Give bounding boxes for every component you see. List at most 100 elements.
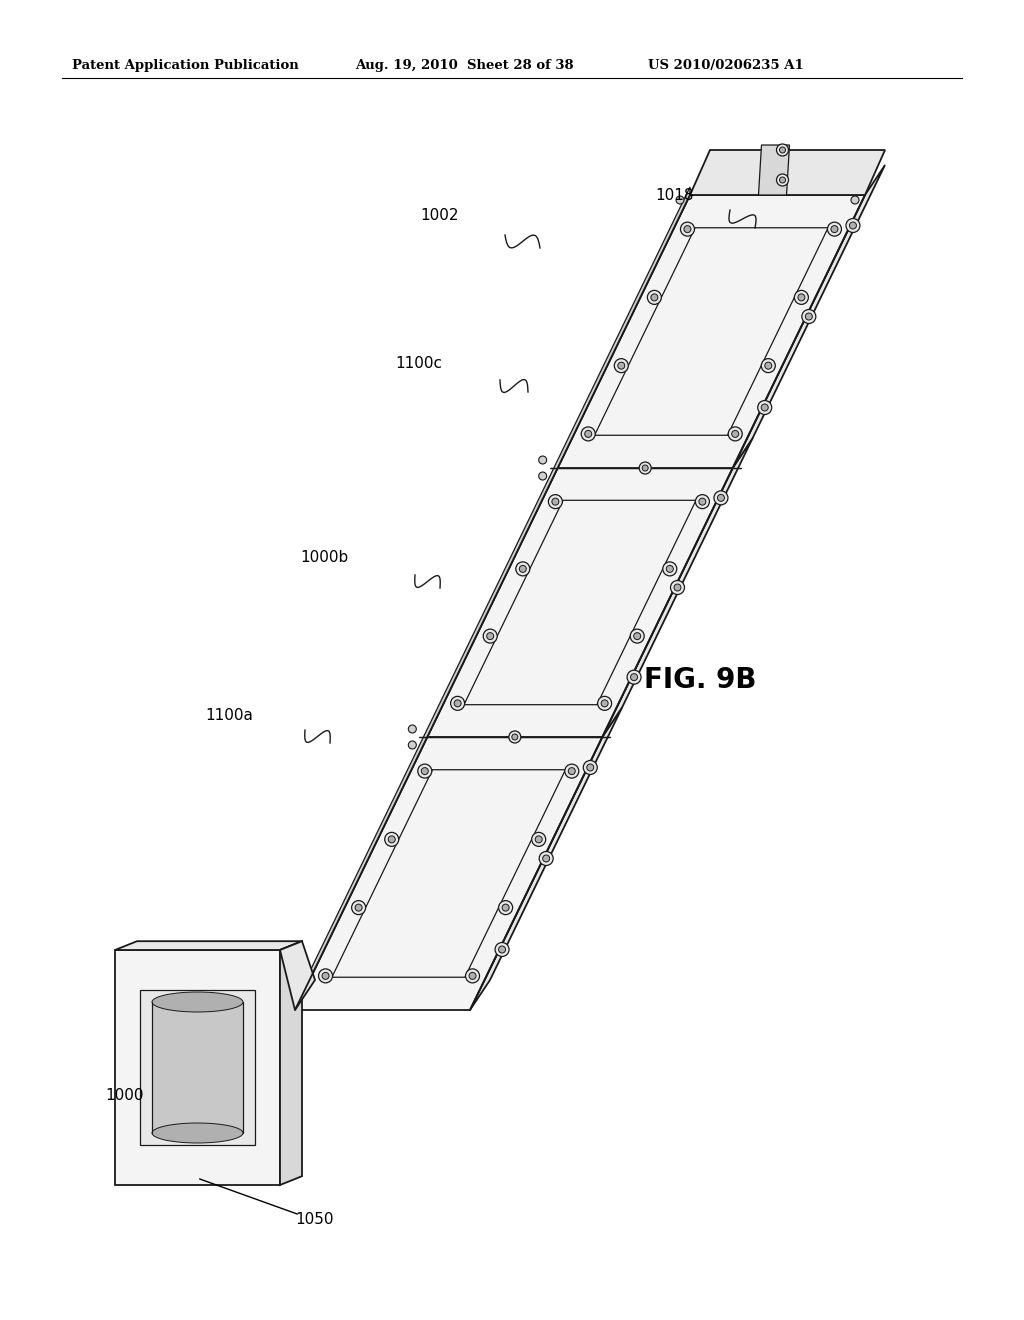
Circle shape: [418, 764, 432, 777]
Text: Aug. 19, 2010  Sheet 28 of 38: Aug. 19, 2010 Sheet 28 of 38: [355, 59, 573, 73]
Circle shape: [728, 426, 742, 441]
Circle shape: [388, 836, 395, 843]
Polygon shape: [115, 941, 302, 950]
Circle shape: [549, 495, 562, 508]
Polygon shape: [332, 770, 565, 977]
Circle shape: [531, 833, 546, 846]
Circle shape: [732, 430, 738, 437]
Ellipse shape: [152, 993, 243, 1012]
Circle shape: [761, 404, 768, 411]
Circle shape: [758, 400, 772, 414]
Circle shape: [469, 973, 476, 979]
Circle shape: [502, 904, 509, 911]
Polygon shape: [733, 165, 885, 469]
Circle shape: [565, 764, 579, 777]
Text: FIG. 9B: FIG. 9B: [644, 667, 757, 694]
Circle shape: [776, 144, 788, 156]
Circle shape: [827, 222, 842, 236]
Polygon shape: [602, 438, 753, 737]
Circle shape: [798, 294, 805, 301]
Text: Patent Application Publication: Patent Application Publication: [72, 59, 299, 73]
Circle shape: [802, 309, 816, 323]
Polygon shape: [427, 469, 733, 737]
Polygon shape: [152, 1002, 243, 1133]
Circle shape: [385, 833, 398, 846]
Circle shape: [630, 630, 644, 643]
Text: 1002: 1002: [420, 207, 459, 223]
Text: 1018: 1018: [655, 187, 693, 202]
Circle shape: [409, 741, 417, 748]
Circle shape: [483, 630, 498, 643]
Polygon shape: [295, 187, 690, 1010]
Circle shape: [536, 836, 542, 843]
Circle shape: [509, 731, 521, 743]
Circle shape: [779, 147, 785, 153]
Polygon shape: [595, 228, 828, 436]
Circle shape: [512, 734, 518, 741]
Circle shape: [355, 904, 362, 911]
Circle shape: [543, 855, 550, 862]
Circle shape: [539, 455, 547, 465]
Circle shape: [674, 583, 681, 591]
Circle shape: [466, 969, 479, 983]
Circle shape: [714, 491, 728, 504]
Circle shape: [647, 290, 662, 305]
Circle shape: [409, 725, 417, 733]
Circle shape: [598, 697, 611, 710]
Text: 1000b: 1000b: [300, 549, 348, 565]
Circle shape: [681, 222, 694, 236]
Circle shape: [584, 760, 597, 775]
Circle shape: [851, 195, 859, 205]
Polygon shape: [140, 990, 255, 1144]
Circle shape: [631, 673, 638, 681]
Circle shape: [351, 900, 366, 915]
Circle shape: [499, 900, 513, 915]
Circle shape: [671, 581, 684, 594]
Circle shape: [663, 562, 677, 576]
Polygon shape: [558, 195, 865, 469]
Circle shape: [519, 565, 526, 573]
Circle shape: [830, 226, 838, 232]
Polygon shape: [470, 708, 623, 1010]
Polygon shape: [690, 150, 885, 195]
Circle shape: [718, 495, 724, 502]
Text: 1000: 1000: [105, 1088, 143, 1102]
Circle shape: [322, 973, 329, 979]
Circle shape: [639, 462, 651, 474]
Circle shape: [421, 768, 428, 775]
Circle shape: [499, 946, 506, 953]
Circle shape: [805, 313, 812, 319]
Circle shape: [846, 219, 860, 232]
Circle shape: [699, 498, 706, 506]
Circle shape: [495, 942, 509, 957]
Circle shape: [568, 768, 575, 775]
Text: 1100a: 1100a: [205, 708, 253, 722]
Circle shape: [454, 700, 461, 706]
Circle shape: [587, 764, 594, 771]
Polygon shape: [759, 145, 790, 195]
Circle shape: [776, 174, 788, 186]
Text: 1050: 1050: [295, 1213, 334, 1228]
Circle shape: [486, 632, 494, 640]
Polygon shape: [295, 737, 602, 1010]
Circle shape: [539, 473, 547, 480]
Text: 1100c: 1100c: [395, 355, 442, 371]
Circle shape: [585, 430, 592, 437]
Text: US 2010/0206235 A1: US 2010/0206235 A1: [648, 59, 804, 73]
Circle shape: [516, 562, 529, 576]
Circle shape: [451, 697, 465, 710]
Polygon shape: [280, 941, 315, 1010]
Circle shape: [552, 498, 559, 506]
Circle shape: [779, 177, 785, 183]
Polygon shape: [115, 950, 280, 1185]
Circle shape: [540, 851, 553, 866]
Circle shape: [318, 969, 333, 983]
Circle shape: [634, 632, 641, 640]
Circle shape: [601, 700, 608, 706]
Circle shape: [761, 359, 775, 372]
Circle shape: [795, 290, 808, 305]
Circle shape: [667, 565, 674, 573]
Circle shape: [684, 226, 691, 232]
Circle shape: [627, 671, 641, 684]
Circle shape: [614, 359, 629, 372]
